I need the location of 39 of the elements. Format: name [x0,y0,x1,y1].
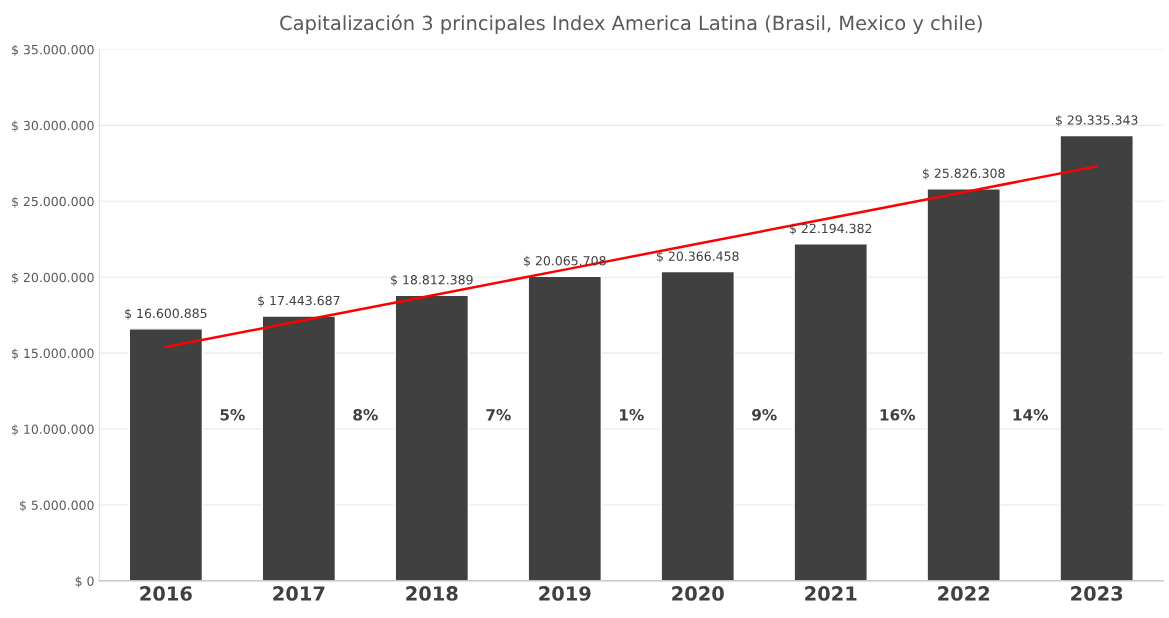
y-tick-label: $ 15.000.000 [12,348,94,360]
bar [128,328,204,581]
data-label: $ 20.065.708 [524,255,606,268]
bar [926,188,1001,581]
annotation: 9% [752,409,777,421]
y-tick-label: $ 0 [75,576,94,588]
annotation: 1% [620,409,644,421]
bar [660,270,736,581]
data-label: $ 29.335.343 [1055,115,1138,127]
y-tick-label: $ 25.000.000 [12,196,94,208]
data-label: $ 18.812.389 [391,274,473,287]
data-label: $ 16.600.885 [125,308,207,320]
chart-title: Capitalización 3 principales Index America Latina (Brasil, Mexico y chile) [280,14,982,35]
x-tick-label: 2018 [406,586,458,601]
bar [527,275,603,581]
y-tick-label: $ 5.000.000 [20,500,94,512]
annotation: 5% [220,409,245,421]
x-tick-label: 2017 [273,586,325,601]
data-label: $ 25.826.308 [922,168,1005,180]
bar [261,315,337,581]
x-tick-label: 2019 [539,586,591,601]
y-tick-label: $ 35.000.000 [12,44,94,57]
bar [793,243,868,581]
x-tick-label: 2023 [1071,586,1123,601]
annotation: 8% [353,409,378,421]
x-tick-label: 2021 [805,586,857,601]
annotation: 7% [486,409,511,421]
x-tick-label: 2020 [672,586,724,601]
bar [394,294,470,581]
annotation: 14% [1013,409,1048,421]
y-tick-label: $ 10.000.000 [12,424,94,436]
x-tick-label: 2016 [140,586,192,601]
y-tick-label: $ 30.000.000 [12,120,94,132]
data-label: $ 20.366.458 [657,251,739,263]
bar [1059,134,1134,581]
x-tick-label: 2022 [938,586,990,601]
data-label: $ 17.443.687 [258,295,340,307]
annotation: 16% [880,409,916,421]
y-tick-label: $ 20.000.000 [12,272,94,284]
